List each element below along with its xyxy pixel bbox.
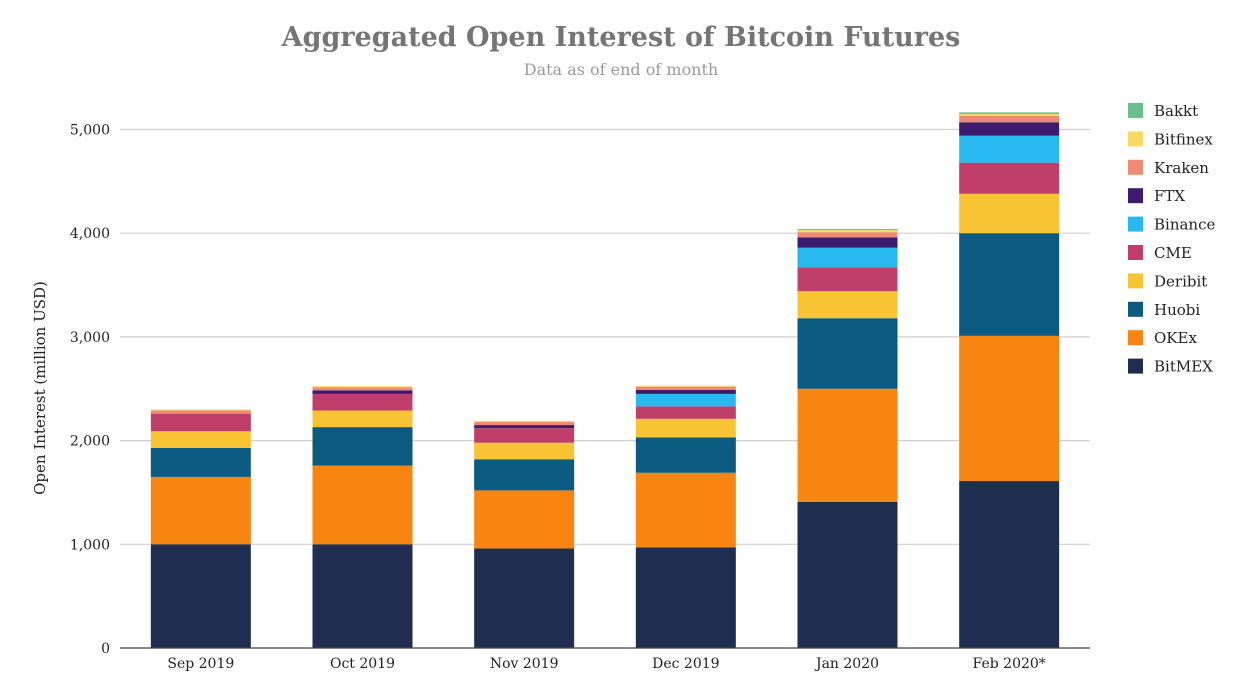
legend-label-okex: OKEx (1154, 329, 1197, 347)
bar-kraken (797, 232, 898, 238)
bar-bitmex (150, 544, 251, 648)
bar-bitmex (959, 481, 1060, 648)
bar-huobi (312, 427, 413, 466)
bar-cme (474, 428, 575, 443)
bar-huobi (797, 318, 898, 389)
legend-label-ftx: FTX (1154, 187, 1185, 205)
y-tick-label: 1,000 (70, 537, 110, 553)
x-tick-label: Sep 2019 (167, 656, 234, 672)
legend-label-kraken: Kraken (1154, 159, 1209, 177)
legend-label-binance: Binance (1154, 216, 1215, 234)
bar-okex (959, 335, 1060, 482)
bar-bitmex (635, 547, 736, 648)
axes: 0 1,000 2,000 3,000 4,000 5,000 Sep 2019 Oct 20… (70, 123, 1090, 672)
bar-deribit (635, 418, 736, 438)
bar-group-feb-2020- (959, 112, 1060, 648)
bar-okex (150, 476, 251, 545)
bar-bakkt (797, 229, 898, 231)
bar-binance (797, 247, 898, 268)
bar-kraken (150, 410, 251, 414)
legend-swatch-bitfinex (1128, 131, 1143, 147)
bar-cme (150, 413, 251, 432)
y-tick-label: 3,000 (70, 330, 110, 346)
bar-bitfinex (797, 230, 898, 233)
bar-kraken (959, 116, 1060, 123)
bar-cme (312, 393, 413, 411)
legend-swatch-binance (1128, 216, 1143, 232)
bar-group-nov-2019 (474, 420, 575, 648)
y-tick-label: 2,000 (70, 434, 110, 450)
bar-ftx (635, 389, 736, 394)
x-tick-label: Jan 2020 (814, 656, 879, 672)
bar-cme (959, 162, 1060, 194)
legend-label-deribit: Deribit (1154, 272, 1207, 290)
bar-bakkt (959, 112, 1060, 114)
bar-bitmex (312, 544, 413, 648)
bar-ftx (797, 237, 898, 248)
y-tick-label: 0 (101, 641, 110, 657)
bar-group-oct-2019 (312, 386, 413, 648)
bar-binance (959, 135, 1060, 163)
legend-swatch-bakkt (1128, 103, 1143, 118)
bar-okex (474, 490, 575, 549)
y-axis-label: Open Interest (million USD) (31, 281, 49, 495)
y-tick-label: 5,000 (70, 123, 110, 139)
bar-group-dec-2019 (635, 385, 736, 648)
legend-swatch-ftx (1128, 188, 1143, 204)
chart-title: Aggregated Open Interest of Bitcoin Futu… (281, 22, 961, 53)
x-tick-label: Oct 2019 (330, 656, 395, 672)
bar-deribit (150, 431, 251, 448)
bar-bitfinex (959, 113, 1060, 117)
bar-deribit (797, 291, 898, 319)
bar-bitfinex (474, 420, 575, 422)
grid-lines (120, 128, 1090, 545)
bar-cme (635, 406, 736, 419)
bar-bitfinex (635, 385, 736, 387)
x-tick-label: Dec 2019 (652, 656, 719, 672)
bar-huobi (474, 459, 575, 491)
legend: Bakkt Bitfinex Kraken FTX Binance CME Deribit H… (1128, 102, 1215, 376)
bar-bitmex (797, 501, 898, 648)
bar-bitfinex (150, 409, 251, 411)
bar-group-sep-2019 (150, 409, 251, 648)
legend-label-bitfinex: Bitfinex (1154, 130, 1213, 148)
legend-swatch-deribit (1128, 273, 1143, 289)
bar-kraken (474, 421, 575, 426)
bar-kraken (635, 386, 736, 390)
bar-okex (797, 388, 898, 502)
legend-label-bitmex: BitMEX (1154, 358, 1213, 376)
bar-kraken (312, 387, 413, 391)
x-tick-label: Feb 2020* (973, 656, 1046, 672)
legend-swatch-okex (1128, 330, 1143, 346)
legend-swatch-kraken (1128, 159, 1143, 175)
bar-huobi (150, 447, 251, 477)
bar-deribit (312, 410, 413, 428)
bar-okex (312, 465, 413, 545)
bar-ftx (312, 390, 413, 394)
legend-swatch-bitmex (1128, 358, 1143, 374)
bar-bitmex (474, 548, 575, 648)
bar-binance (635, 393, 736, 407)
bar-ftx (959, 122, 1060, 136)
legend-swatch-huobi (1128, 301, 1143, 317)
bar-deribit (474, 442, 575, 460)
bars (150, 112, 1060, 648)
x-tick-label: Nov 2019 (490, 656, 559, 672)
bar-bitfinex (312, 386, 413, 388)
bar-ftx (474, 425, 575, 429)
chart-subtitle: Data as of end of month (523, 60, 719, 79)
bar-group-jan-2020 (797, 229, 898, 648)
bar-deribit (959, 193, 1060, 234)
legend-label-huobi: Huobi (1154, 301, 1200, 319)
bar-huobi (635, 437, 736, 473)
legend-swatch-cme (1128, 245, 1143, 260)
bar-okex (635, 472, 736, 548)
legend-label-bakkt: Bakkt (1154, 102, 1198, 120)
y-tick-label: 4,000 (70, 226, 110, 242)
bar-cme (797, 267, 898, 292)
bar-huobi (959, 233, 1060, 336)
legend-label-cme: CME (1154, 244, 1192, 262)
